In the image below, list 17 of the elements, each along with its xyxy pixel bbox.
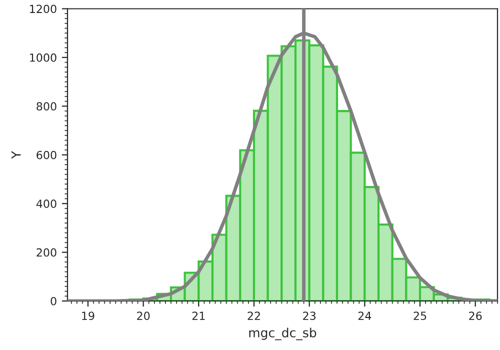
x-tick-label: 23 <box>303 312 316 320</box>
x-tick-label: 26 <box>469 312 482 320</box>
x-tick-label: 22 <box>248 312 260 320</box>
y-axis-title: Y <box>12 151 21 159</box>
x-tick-label: 25 <box>414 312 426 320</box>
x-axis-title: mgc_dc_sb <box>249 328 316 340</box>
y-tick-label: 0 <box>50 296 56 306</box>
y-tick-label: 600 <box>36 150 56 160</box>
y-tick-label: 200 <box>36 248 56 257</box>
y-tick-label: 1000 <box>30 53 56 62</box>
x-tick-label: 19 <box>82 312 94 320</box>
x-tick-label: 21 <box>192 312 205 320</box>
y-tick-label: 400 <box>36 200 56 208</box>
x-tick-label: 20 <box>137 312 150 320</box>
x-tick-label: 24 <box>358 312 372 320</box>
y-tick-label: 1200 <box>30 4 56 14</box>
y-tick-label: 800 <box>36 102 56 111</box>
